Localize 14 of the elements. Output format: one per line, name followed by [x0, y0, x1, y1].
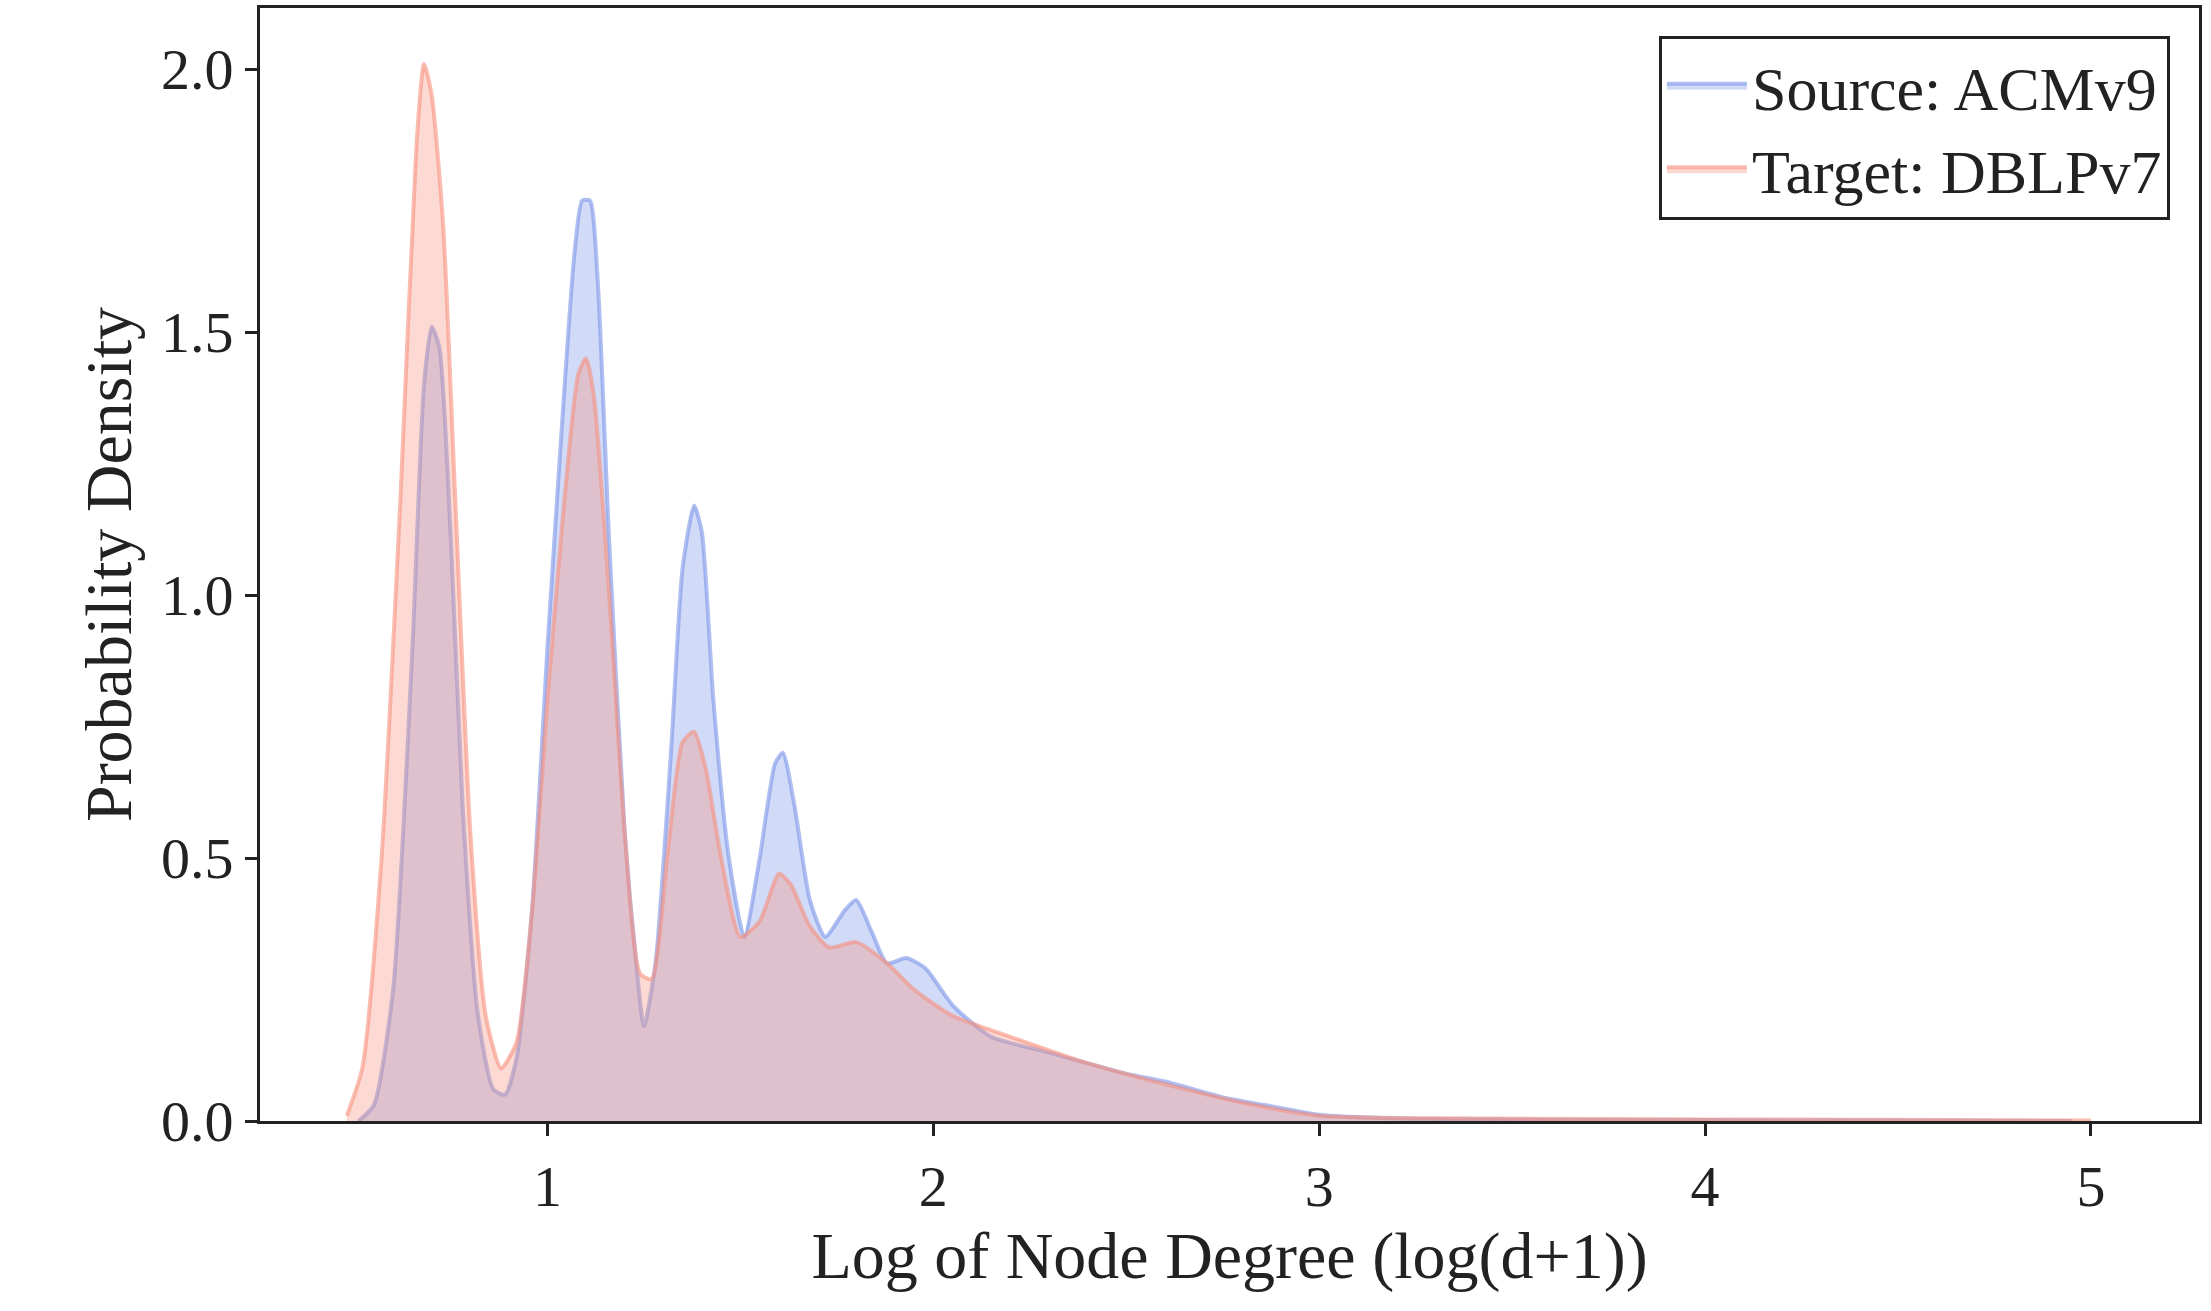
y-tick-label: 1.5: [160, 300, 234, 366]
legend-label: Source: ACMv9: [1751, 54, 2157, 123]
y-tick-label: 1.0: [160, 563, 234, 629]
y-tick-label: 0.0: [160, 1089, 234, 1155]
x-tick-label: 4: [1690, 1153, 1720, 1219]
y-axis-title: Probability Density: [72, 306, 146, 823]
y-tick-label: 2.0: [160, 37, 234, 103]
x-tick-label: 2: [918, 1153, 948, 1219]
x-tick-label: 1: [532, 1153, 562, 1219]
legend-label: Target: DBLPv7: [1751, 138, 2162, 207]
x-axis-title: Log of Node Degree (log(d+1)): [811, 1219, 1648, 1294]
x-tick-label: 3: [1304, 1153, 1334, 1219]
x-tick-label: 5: [2076, 1153, 2106, 1219]
y-tick-label: 0.5: [160, 826, 234, 892]
